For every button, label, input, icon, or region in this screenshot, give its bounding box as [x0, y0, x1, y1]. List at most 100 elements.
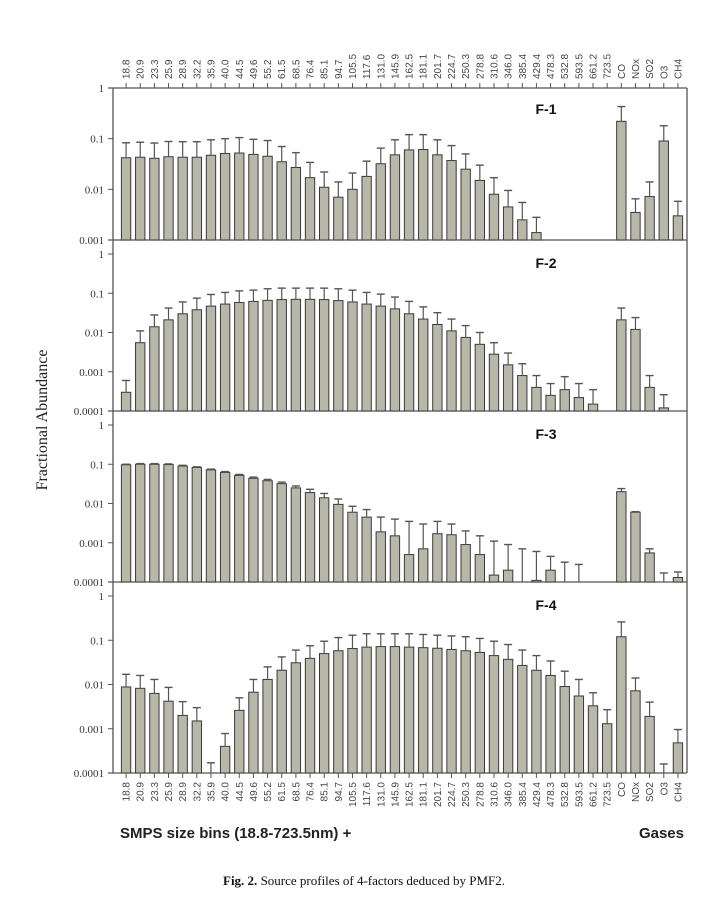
- bar-40.0: [219, 152, 231, 241]
- bar-593.5: [573, 397, 585, 412]
- bottom-category-labels: 18.8 20.9 23.3 25.9 28.9 32.2 35.9 40.0 44.5 49.6…: [122, 773, 684, 807]
- x-tick-label-top: 76.4: [306, 59, 317, 79]
- x-tick-label-bottom: NOx: [631, 782, 642, 802]
- x-tick-label-top: 181.1: [419, 54, 430, 79]
- figure-caption: Fig. 2. Source profiles of 4-factors ded…: [0, 873, 728, 889]
- x-tick-label-bottom: 224.7: [447, 782, 458, 807]
- x-tick-label-bottom: 278.8: [475, 782, 486, 807]
- bar-61.5: [276, 669, 287, 774]
- bar-20.9: [135, 156, 146, 241]
- bar-117.6: [361, 175, 372, 241]
- y-tick-label: 0.0001: [74, 768, 104, 780]
- bar-76.4: [304, 177, 316, 241]
- x-tick-label-bottom: 18.8: [122, 782, 133, 802]
- bar-28.9: [177, 156, 188, 241]
- bar-181.1: [418, 318, 429, 412]
- x-tick-label-top: 117.6: [362, 54, 373, 79]
- bar-201.7: [432, 323, 443, 412]
- bar-85.1: [319, 299, 330, 412]
- bar-nox: [630, 211, 641, 241]
- x-tick-label-top: 55.2: [263, 59, 274, 79]
- bar-25.9: [163, 156, 174, 241]
- x-tick-label-top: 32.2: [192, 59, 203, 79]
- bar-61.5: [276, 299, 287, 412]
- x-tick-label-top: 346.0: [504, 54, 515, 79]
- bar-94.7: [333, 503, 344, 583]
- x-tick-label-top: 28.9: [178, 59, 189, 79]
- bar-55.2: [262, 678, 273, 774]
- x-tick-label-top: SO2: [645, 59, 656, 79]
- bar-68.5: [290, 662, 302, 774]
- chart-panels: 1 0.1 0.01 0.001 F-1 1 0.1 0.01 0.001 0.0001 F-2 1 0…: [74, 83, 687, 780]
- x-tick-label-bottom: 35.9: [206, 782, 217, 802]
- bar-278.8: [474, 179, 485, 241]
- x-axis-label-smps: SMPS size bins (18.8-723.5nm) +: [120, 825, 352, 842]
- x-tick-label-bottom: 25.9: [164, 782, 175, 802]
- bar-532.8: [559, 389, 570, 412]
- bar-18.8: [120, 686, 132, 774]
- bar-346.0: [502, 206, 514, 241]
- bar-131.0: [375, 531, 386, 583]
- bar-310.6: [488, 655, 500, 774]
- x-tick-label-bottom: 40.0: [221, 782, 232, 802]
- bar-25.9: [163, 319, 174, 412]
- x-tick-label-top: 105.5: [348, 54, 359, 79]
- bar-76.4: [304, 492, 316, 583]
- bar-23.3: [149, 463, 160, 583]
- x-tick-label-bottom: 310.6: [489, 782, 500, 807]
- y-tick-label: 0.1: [90, 288, 104, 300]
- bar-32.2: [191, 720, 202, 774]
- x-tick-label-bottom: 49.6: [249, 782, 260, 802]
- bar-131.0: [375, 163, 386, 241]
- bar-32.2: [191, 466, 202, 583]
- bar-145.9: [389, 154, 401, 241]
- bar-346.0: [502, 364, 514, 412]
- x-tick-label-top: NOx: [631, 59, 642, 79]
- panel-label: F-1: [536, 101, 557, 117]
- bar-723.5: [602, 723, 613, 774]
- bar-49.6: [248, 691, 259, 774]
- y-tick-label: 0.001: [79, 538, 104, 550]
- x-tick-label-top: 35.9: [206, 59, 217, 79]
- x-tick-label-bottom: 201.7: [433, 782, 444, 807]
- bar-117.6: [361, 303, 372, 412]
- x-tick-label-bottom: 68.5: [291, 782, 302, 802]
- x-tick-label-top: O3: [659, 65, 670, 79]
- bar-162.5: [403, 149, 415, 241]
- x-tick-label-bottom: 250.3: [461, 782, 472, 807]
- bar-nox: [630, 328, 641, 412]
- bar-co: [616, 491, 627, 583]
- x-tick-label-top: 593.5: [574, 54, 585, 79]
- x-tick-label-top: 478.3: [546, 54, 557, 79]
- bar-44.5: [234, 152, 245, 241]
- bar-40.0: [219, 471, 231, 583]
- y-tick-label: 1: [99, 249, 105, 261]
- bar-429.4: [531, 232, 542, 241]
- chart-frame: [108, 87, 688, 773]
- bar-40.0: [219, 745, 231, 774]
- bar-28.9: [177, 714, 188, 774]
- bar-105.5: [347, 511, 358, 583]
- bar-145.9: [389, 308, 401, 412]
- x-tick-label-bottom: 162.5: [405, 782, 416, 807]
- y-tick-label: 0.1: [90, 459, 104, 471]
- bar-ch4: [672, 577, 684, 583]
- bar-278.8: [474, 554, 485, 583]
- bar-40.0: [219, 303, 231, 412]
- bar-162.5: [403, 313, 415, 412]
- panel-f-1: 1 0.1 0.01 0.001 F-1: [79, 83, 687, 247]
- y-axis-label: Fractional Abundance: [34, 350, 51, 491]
- bar-201.7: [432, 533, 443, 583]
- panel-label: F-3: [536, 426, 557, 442]
- bar-250.3: [460, 336, 471, 412]
- x-tick-label-bottom: 429.4: [532, 782, 543, 807]
- x-tick-label-top: CH4: [673, 59, 684, 79]
- y-tick-label: 0.01: [85, 680, 104, 692]
- bar-429.4: [531, 386, 542, 412]
- bar-55.2: [262, 155, 273, 241]
- panel-f-2: 1 0.1 0.01 0.001 0.0001 F-2: [74, 249, 687, 418]
- bar-co: [616, 636, 627, 774]
- bar-so2: [644, 196, 655, 241]
- x-tick-label-bottom: 723.5: [603, 782, 614, 807]
